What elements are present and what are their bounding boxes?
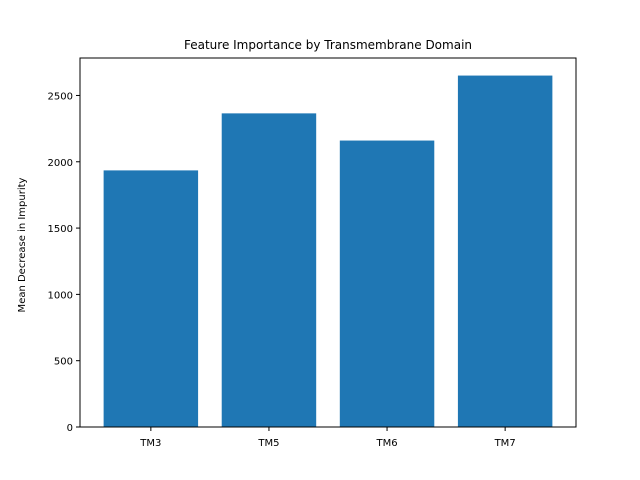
bar-tm5 (221, 113, 317, 427)
y-tick-label: 500 (54, 357, 73, 368)
x-tick-label: TM7 (494, 438, 516, 449)
bar-tm7 (457, 75, 553, 428)
x-tick-label: TM3 (139, 438, 161, 449)
y-tick-label: 0 (67, 423, 73, 434)
y-tick-label: 1500 (48, 224, 73, 235)
bars (103, 75, 553, 428)
axes-frame (79, 57, 577, 428)
chart-title: Feature Importance by Transmembrane Doma… (184, 38, 472, 52)
x-tick-label: TM6 (375, 438, 397, 449)
y-axis-label: Mean Decrease in Impurity (17, 177, 28, 312)
y-tick-label: 2000 (48, 158, 73, 169)
x-axis-ticks: TM3 TM5 TM6 TM7 (139, 427, 516, 449)
y-tick-label: 2500 (48, 91, 73, 102)
x-tick-label: TM5 (257, 438, 279, 449)
y-tick-label: 1000 (48, 290, 73, 301)
bar-tm6 (339, 140, 435, 428)
bar-tm3 (103, 170, 199, 427)
y-axis-ticks: 0 500 1000 1500 2000 2500 (48, 91, 80, 434)
